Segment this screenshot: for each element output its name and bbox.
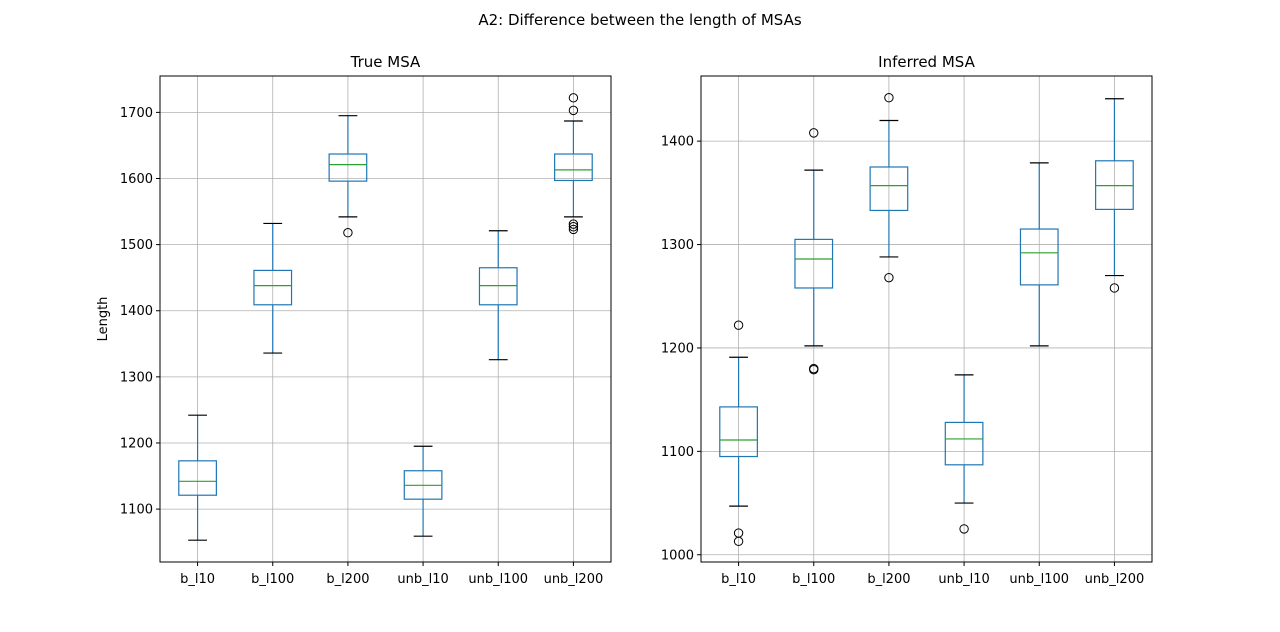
chart-title: True MSA (350, 53, 421, 71)
iqr-box (869, 166, 909, 212)
x-tick-label: unb_l100 (1009, 572, 1069, 587)
y-tick-label: 1600 (120, 172, 153, 187)
plot-frame (700, 75, 1153, 563)
outlier-point (733, 320, 744, 330)
y-axis-label: Length (96, 297, 111, 342)
outlier-point (884, 93, 894, 103)
box-unb_l200 (554, 93, 593, 235)
plot-frame (159, 75, 612, 563)
outlier-point (568, 219, 579, 229)
y-tick-label: 1100 (661, 445, 694, 460)
box-b_l10 (178, 414, 217, 541)
box-b_l100 (253, 222, 293, 354)
x-tick-label: b_l10 (180, 572, 215, 587)
box-b_l200 (328, 115, 368, 238)
outlier-point (809, 128, 819, 138)
x-tick-label: unb_l200 (544, 572, 604, 587)
iqr-box (253, 269, 293, 306)
outlier-point (809, 364, 819, 375)
outlier-point (568, 105, 579, 116)
x-tick-label: b_l10 (721, 572, 756, 587)
chart-title: Inferred MSA (878, 53, 975, 71)
y-tick-label: 1400 (661, 135, 694, 150)
y-tick-label: 1000 (661, 548, 694, 563)
x-tick-label: b_l200 (326, 572, 369, 587)
x-tick-label: unb_l10 (938, 572, 989, 587)
iqr-box (328, 153, 368, 182)
x-tick-label: unb_l200 (1085, 572, 1145, 587)
box-unb_l200 (1095, 98, 1134, 293)
outlier-point (568, 222, 579, 232)
iqr-box (944, 421, 984, 466)
iqr-box (794, 238, 834, 289)
y-tick-label: 1300 (120, 370, 153, 385)
x-tick-label: unb_l10 (397, 572, 448, 587)
box-unb_l100 (1019, 162, 1059, 347)
y-tick-label: 1200 (661, 341, 694, 356)
iqr-box (554, 153, 593, 182)
figure-title: A2: Difference between the length of MSA… (478, 11, 802, 29)
x-tick-label: b_l100 (792, 572, 835, 587)
iqr-box (178, 460, 217, 496)
outlier-point (568, 224, 579, 235)
box-unb_l100 (478, 230, 518, 361)
panel-inferred-msa: 1000 1100 1200 1300 1400 b_l10 b_l100 b_l200 unb… (661, 53, 1153, 587)
iqr-box (1019, 228, 1059, 286)
x-tick-label: b_l100 (251, 572, 294, 587)
x-tick-label: unb_l100 (468, 572, 528, 587)
box-b_l10 (719, 320, 758, 547)
y-tick-label: 1100 (120, 503, 153, 518)
y-tick-label: 1700 (120, 106, 153, 121)
y-tick-label: 1200 (120, 436, 153, 451)
outlier-point (733, 536, 744, 547)
box-unb_l10 (403, 445, 443, 537)
outlier-point (1109, 283, 1120, 293)
outlier-point (884, 272, 894, 283)
y-tick-label: 1300 (661, 238, 694, 253)
box-unb_l10 (944, 374, 984, 534)
iqr-box (719, 406, 758, 458)
panel-true-msa: 1100 1200 1300 1400 1500 1600 1700 b_l10 b_l100 b… (96, 53, 612, 587)
box-b_l100 (794, 128, 834, 375)
outlier-point (959, 524, 969, 534)
x-tick-label: b_l200 (867, 572, 910, 587)
y-tick-label: 1400 (120, 304, 153, 319)
box-b_l200 (869, 93, 909, 283)
outlier-point (343, 228, 353, 238)
outlier-point (568, 93, 579, 103)
y-tick-label: 1500 (120, 238, 153, 253)
iqr-box (478, 267, 518, 306)
